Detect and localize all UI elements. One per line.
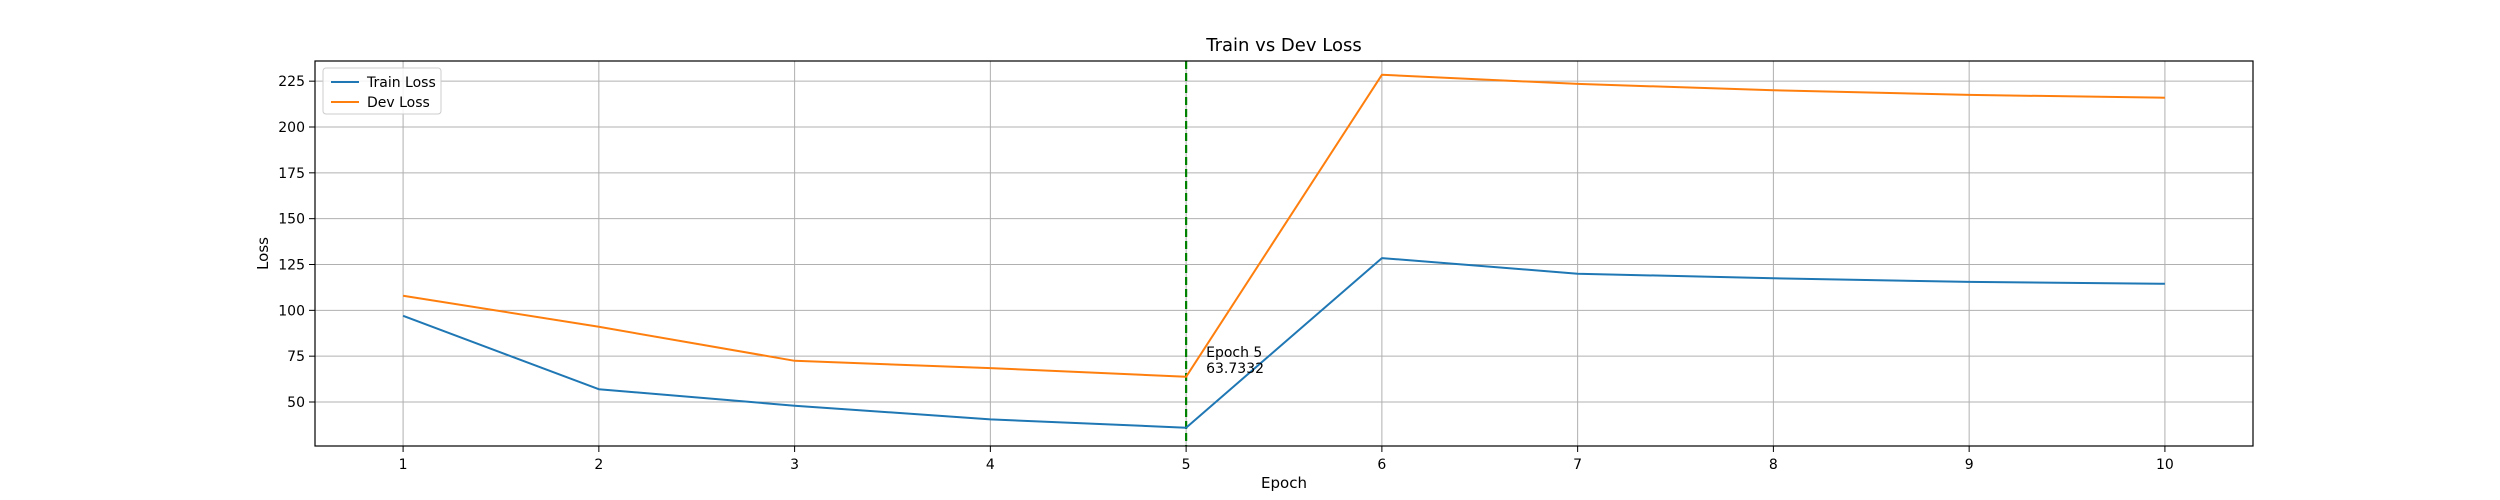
x-tick-label: 2	[594, 457, 603, 473]
y-tick-label: 225	[278, 74, 305, 90]
series-layer	[402, 73, 2165, 429]
annotation-epoch-label: Epoch 5	[1206, 345, 1262, 361]
y-tick-label: 200	[278, 120, 305, 136]
x-tick-label: 4	[986, 457, 995, 473]
x-axis-title: Epoch	[1261, 474, 1307, 492]
y-axis-title: Loss	[254, 237, 272, 270]
annotation-value-label: 63.7332	[1206, 361, 1264, 377]
y-tick-label: 75	[287, 349, 305, 365]
x-tick-label: 3	[790, 457, 799, 473]
x-tick-label: 9	[1965, 457, 1974, 473]
x-tick-label: 6	[1377, 457, 1386, 473]
legend: Train Loss Dev Loss	[322, 67, 442, 115]
x-tick-label: 10	[2156, 457, 2174, 473]
x-tick-label: 7	[1573, 457, 1582, 473]
x-tick-label: 8	[1769, 457, 1778, 473]
dev-loss-line	[402, 73, 2165, 378]
legend-label: Train Loss	[366, 75, 436, 91]
x-tick-label: 1	[399, 457, 408, 473]
annotations: Epoch 563.7332	[1206, 345, 1264, 377]
ticks: 1 2 3 4 5 6 7 8 9 10 50 75 100 125 150 175 200 225	[278, 74, 2174, 473]
y-tick-label: 50	[287, 395, 305, 411]
train-loss-line	[402, 257, 2165, 429]
chart-title: Train vs Dev Loss	[1205, 35, 1361, 56]
y-tick-label: 100	[278, 303, 305, 319]
y-tick-label: 150	[278, 212, 305, 228]
x-tick-label: 5	[1182, 457, 1191, 473]
plot-frame	[314, 60, 2254, 447]
y-tick-label: 175	[278, 166, 305, 182]
legend-label: Dev Loss	[367, 95, 430, 111]
grid	[315, 61, 2253, 446]
y-tick-label: 125	[278, 258, 305, 274]
